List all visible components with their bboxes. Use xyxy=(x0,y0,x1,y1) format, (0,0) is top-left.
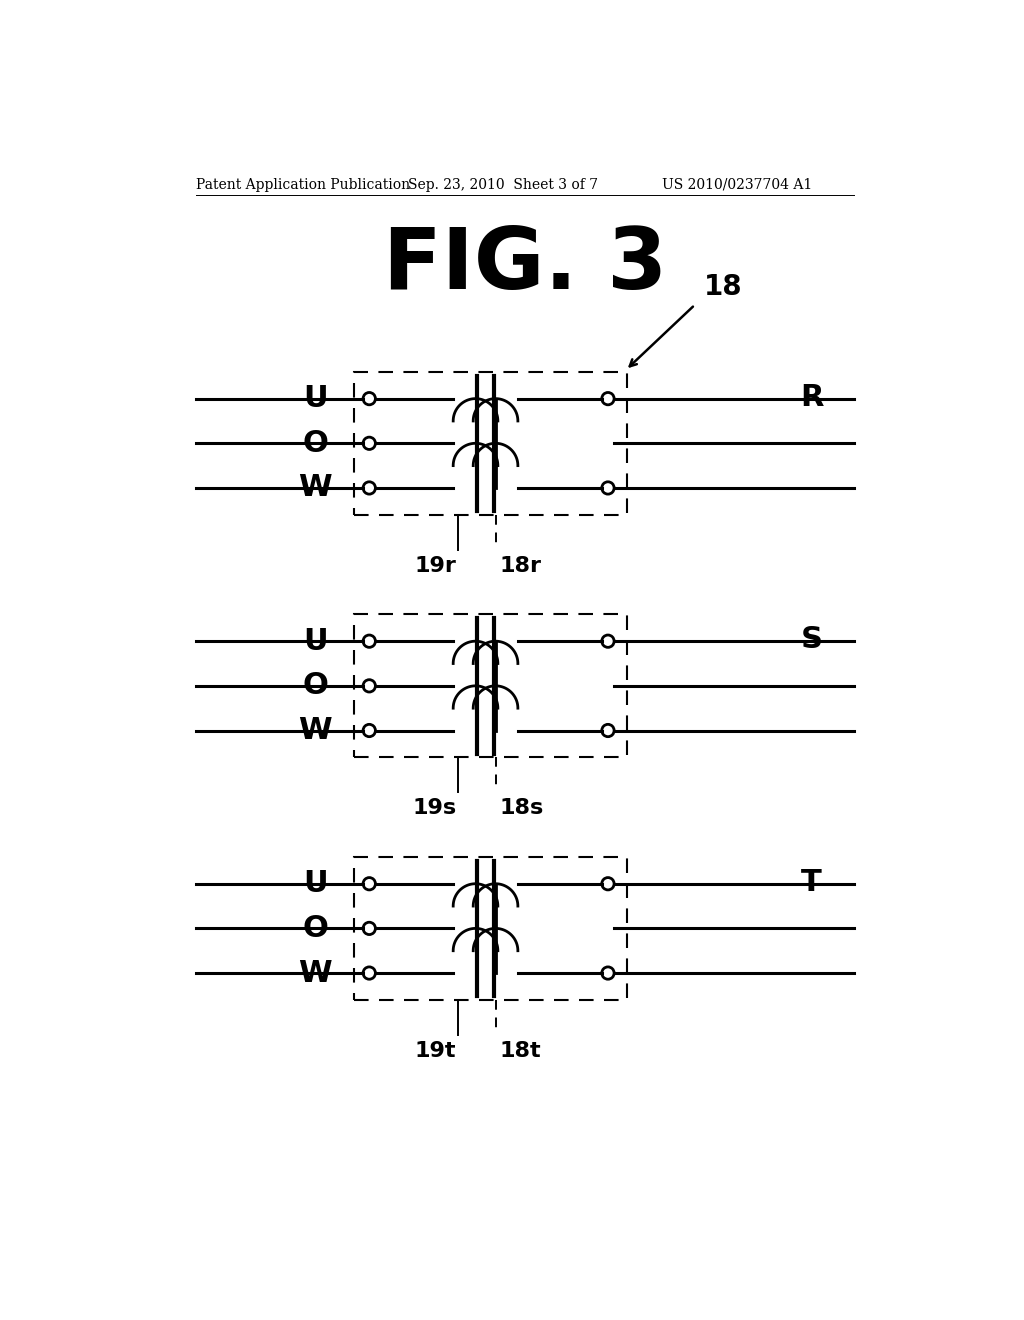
Text: W: W xyxy=(299,958,332,987)
Text: Patent Application Publication: Patent Application Publication xyxy=(196,178,411,191)
Text: U: U xyxy=(303,627,328,656)
Text: O: O xyxy=(302,672,329,701)
Text: 18t: 18t xyxy=(499,1040,541,1061)
Text: Sep. 23, 2010  Sheet 3 of 7: Sep. 23, 2010 Sheet 3 of 7 xyxy=(408,178,598,191)
Text: 19r: 19r xyxy=(415,556,457,576)
Text: W: W xyxy=(299,715,332,744)
Text: US 2010/0237704 A1: US 2010/0237704 A1 xyxy=(662,178,812,191)
Bar xyxy=(354,614,628,758)
Text: 19t: 19t xyxy=(415,1040,457,1061)
Bar xyxy=(354,372,628,515)
Text: 18r: 18r xyxy=(499,556,541,576)
Text: R: R xyxy=(801,383,824,412)
Text: U: U xyxy=(303,870,328,898)
Text: O: O xyxy=(302,429,329,458)
Text: 19s: 19s xyxy=(412,799,457,818)
Bar xyxy=(354,857,628,1001)
Text: W: W xyxy=(299,474,332,503)
Text: U: U xyxy=(303,384,328,413)
Text: O: O xyxy=(302,913,329,942)
Text: S: S xyxy=(801,626,822,655)
Text: 18s: 18s xyxy=(499,799,544,818)
Text: T: T xyxy=(801,867,821,896)
Text: 18: 18 xyxy=(705,273,742,301)
Text: FIG. 3: FIG. 3 xyxy=(383,224,667,306)
